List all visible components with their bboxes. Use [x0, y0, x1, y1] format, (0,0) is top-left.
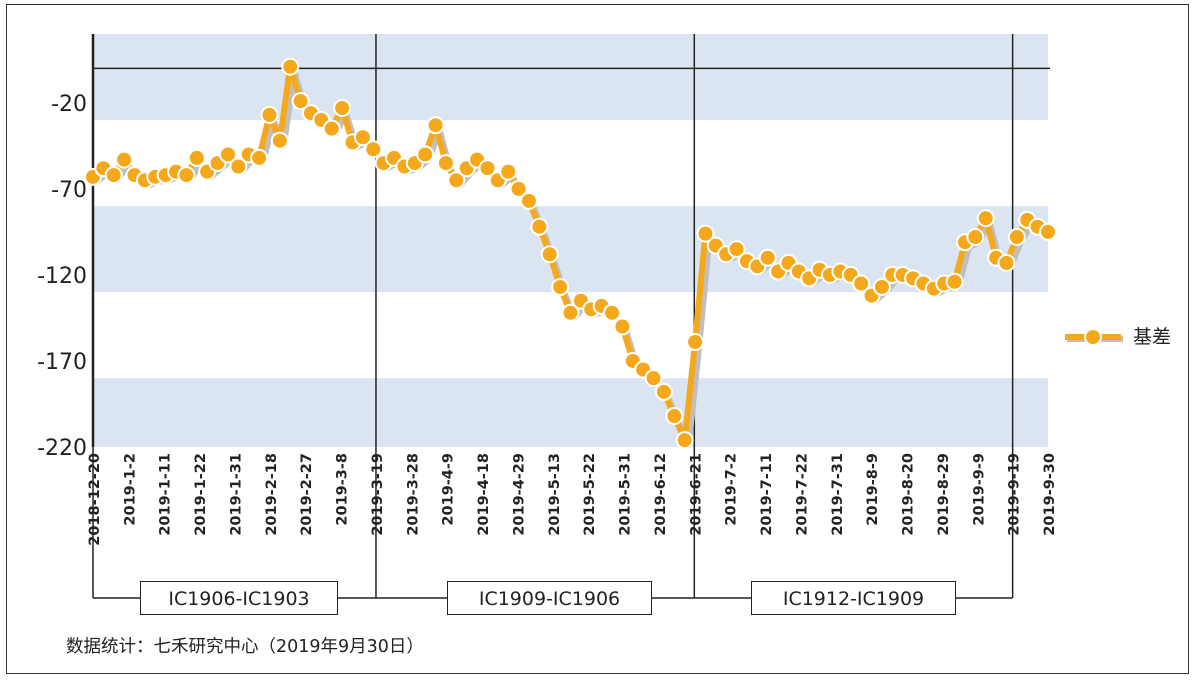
data-point — [436, 154, 455, 173]
data-point — [104, 166, 123, 185]
x-tick-label: 2019-1-31 — [228, 453, 244, 536]
data-point — [322, 119, 341, 138]
x-tick-label: 2019-5-31 — [618, 453, 634, 536]
data-point — [229, 157, 248, 176]
x-tick-label: 2019-9-30 — [1042, 453, 1058, 536]
x-tick-label: 2019-3-19 — [370, 453, 386, 536]
data-point — [551, 277, 570, 296]
data-point — [976, 209, 995, 228]
data-point — [416, 145, 435, 164]
data-point — [997, 253, 1016, 272]
data-point — [727, 240, 746, 259]
x-tick-label: 2019-3-28 — [405, 453, 421, 536]
x-tick-label: 2019-7-2 — [724, 453, 740, 526]
background-band — [93, 34, 1048, 121]
y-tick-label: -120 — [37, 264, 87, 289]
data-point — [353, 128, 372, 147]
x-tick-label: 2019-9-9 — [971, 453, 987, 526]
basis-series-markers — [84, 57, 1057, 450]
data-point — [364, 140, 383, 159]
source-note: 数据统计：七禾研究中心（2019年9月30日） — [66, 637, 424, 657]
data-point — [291, 92, 310, 111]
data-point — [447, 171, 466, 190]
data-point — [945, 272, 964, 291]
data-point — [561, 303, 580, 322]
x-tick-label: 2019-1-2 — [122, 453, 138, 526]
background-band — [93, 378, 1048, 447]
data-point — [644, 369, 663, 388]
x-tick-label: 2019-5-13 — [547, 453, 563, 536]
x-axis-tick-labels: 2018-12-20 2019-1-2 2019-1-11 2019-1-22 2019… — [87, 453, 1058, 546]
x-tick-label: 2019-7-31 — [830, 453, 846, 536]
data-point — [1039, 222, 1057, 241]
x-tick-label: 2019-6-21 — [688, 453, 704, 536]
x-tick-label: 2019-1-22 — [193, 453, 209, 536]
y-tick-label: -20 — [51, 92, 87, 117]
data-point — [540, 245, 559, 264]
data-point — [260, 105, 279, 124]
x-tick-label: 2019-9-19 — [1007, 453, 1023, 536]
data-point — [758, 248, 777, 267]
data-point — [603, 303, 622, 322]
data-point — [281, 57, 300, 76]
data-point — [115, 150, 134, 169]
x-tick-label: 2019-4-9 — [441, 453, 457, 526]
data-point — [218, 145, 237, 164]
data-point — [665, 407, 684, 426]
y-tick-label: -70 — [51, 178, 87, 203]
data-point — [250, 148, 269, 167]
y-tick-label: -170 — [37, 350, 87, 375]
data-point — [270, 131, 289, 150]
data-point — [675, 431, 694, 450]
x-tick-label: 2019-6-12 — [653, 453, 669, 536]
x-tick-label: 2019-2-27 — [299, 453, 315, 536]
period-label-ic1909-ic1906: IC1909-IC1906 — [447, 581, 652, 615]
data-point — [478, 159, 497, 178]
x-tick-label: 2019-7-11 — [759, 453, 775, 536]
data-point — [1007, 228, 1026, 247]
data-point — [519, 191, 538, 210]
data-point — [872, 277, 891, 296]
data-point — [530, 217, 549, 236]
x-tick-label: 2019-8-20 — [901, 453, 917, 536]
x-tick-label: 2019-7-22 — [794, 453, 810, 536]
data-point — [686, 333, 705, 352]
x-tick-label: 2019-4-18 — [476, 453, 492, 536]
period-label-ic1912-ic1909: IC1912-IC1909 — [751, 581, 956, 615]
data-point — [426, 116, 445, 135]
data-point — [509, 179, 528, 198]
x-tick-label: 2019-8-29 — [936, 453, 952, 536]
legend-swatch — [1065, 328, 1123, 346]
data-point — [696, 224, 715, 243]
legend: 基差 — [1063, 324, 1171, 350]
x-tick-label: 2019-5-22 — [582, 453, 598, 536]
background-bands — [93, 34, 1048, 447]
x-tick-label: 2019-1-11 — [158, 453, 174, 536]
data-point — [499, 162, 518, 181]
data-point — [966, 228, 985, 247]
data-point — [613, 317, 632, 336]
data-point — [654, 382, 673, 401]
x-tick-label: 2019-4-29 — [511, 453, 527, 536]
x-tick-label: 2018-12-20 — [87, 453, 103, 546]
data-point — [187, 148, 206, 167]
data-point — [177, 166, 196, 185]
x-tick-label: 2019-2-18 — [264, 453, 280, 536]
x-tick-label: 2019-8-9 — [865, 453, 881, 526]
legend-label: 基差 — [1133, 326, 1172, 348]
y-tick-label: -220 — [37, 436, 87, 461]
y-axis-tick-labels: -20 -70 -120 -170 -220 — [37, 92, 87, 461]
chart-frame — [6, 4, 1189, 674]
x-tick-label: 2019-3-8 — [335, 453, 351, 526]
data-point — [852, 274, 871, 293]
data-point — [333, 98, 352, 117]
period-label-ic1906-ic1903: IC1906-IC1903 — [140, 581, 338, 615]
